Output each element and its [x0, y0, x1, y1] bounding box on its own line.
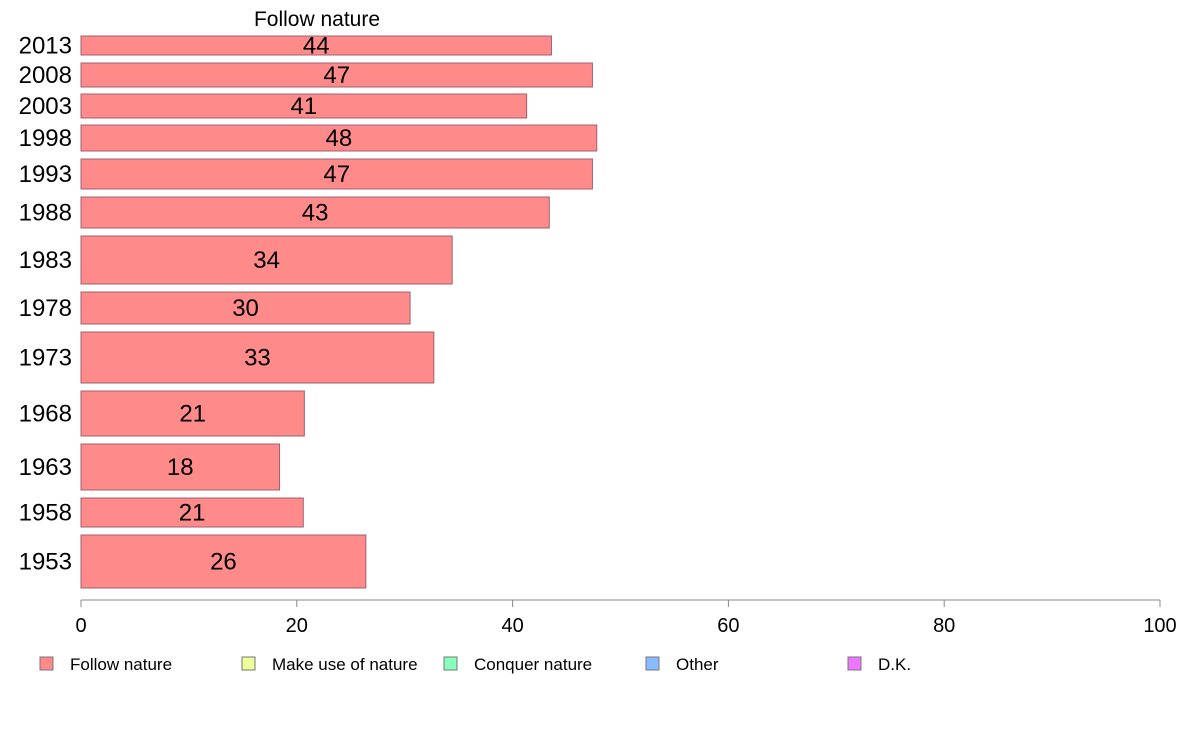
legend-label: Conquer nature	[474, 655, 592, 674]
bar-follow-nature	[80, 196, 550, 229]
bar-follow-nature	[80, 158, 593, 190]
x-tick-label: 80	[933, 615, 955, 637]
category-label: 1958	[19, 500, 72, 527]
bar-value-label: 41	[290, 93, 317, 120]
category-label: 1968	[19, 401, 72, 428]
category-label: 2013	[19, 33, 72, 60]
x-tick-label: 60	[717, 615, 739, 637]
bar-value-label: 34	[253, 247, 280, 274]
category-label: 1963	[19, 454, 72, 481]
category-label: 1983	[19, 247, 72, 274]
bar-follow-nature	[80, 390, 305, 437]
bars-group: 2013 44 2008 47 2003 41 1998 48 1993 47 1988 43 1983…	[19, 33, 598, 589]
legend-label: D.K.	[878, 655, 911, 674]
legend-swatch	[443, 656, 458, 671]
bar-value-label: 18	[167, 454, 194, 481]
bar-value-label: 43	[302, 200, 329, 227]
bar-value-label: 47	[323, 161, 350, 188]
bar-value-label: 21	[179, 401, 206, 428]
bar-follow-nature	[80, 443, 281, 491]
bar-follow-nature	[80, 124, 598, 152]
bar-follow-nature	[80, 291, 411, 325]
bar-follow-nature	[80, 35, 552, 56]
bar-follow-nature	[80, 93, 528, 119]
bar-follow-nature	[80, 534, 367, 589]
category-label: 2008	[19, 62, 72, 89]
x-tick-label: 100	[1143, 615, 1176, 637]
chart-title: Follow nature	[254, 8, 380, 31]
legend-swatch	[645, 656, 660, 671]
bar-value-label: 26	[210, 549, 237, 576]
legend-label: Make use of nature	[272, 655, 418, 674]
category-label: 1993	[19, 161, 72, 188]
bar-value-label: 21	[179, 500, 206, 527]
legend-label: Other	[676, 655, 719, 674]
legend-swatch	[847, 656, 862, 671]
bar-value-label: 33	[244, 345, 271, 372]
bar-value-label: 47	[323, 62, 350, 89]
bar-value-label: 30	[232, 295, 259, 322]
category-label: 1953	[19, 549, 72, 576]
category-label: 1978	[19, 295, 72, 322]
x-tick-label: 40	[501, 615, 523, 637]
bar-follow-nature	[80, 62, 593, 88]
category-label: 1973	[19, 345, 72, 372]
x-tick-label: 0	[75, 615, 86, 637]
legend-swatch	[241, 656, 256, 671]
legend-label: Follow nature	[70, 655, 172, 674]
category-label: 1998	[19, 125, 72, 152]
category-label: 1988	[19, 200, 72, 227]
bar-follow-nature	[80, 235, 453, 285]
category-label: 2003	[19, 93, 72, 120]
x-axis: 0 20 40 60 80 100	[75, 599, 1177, 637]
legend-swatch	[39, 656, 54, 671]
bar-value-label: 48	[326, 125, 353, 152]
bar-follow-nature	[80, 331, 435, 384]
bar-follow-nature	[80, 497, 304, 528]
legend: Follow nature Make use of nature Conquer n…	[39, 655, 911, 674]
x-tick-label: 20	[286, 615, 308, 637]
bar-value-label: 44	[303, 33, 330, 60]
